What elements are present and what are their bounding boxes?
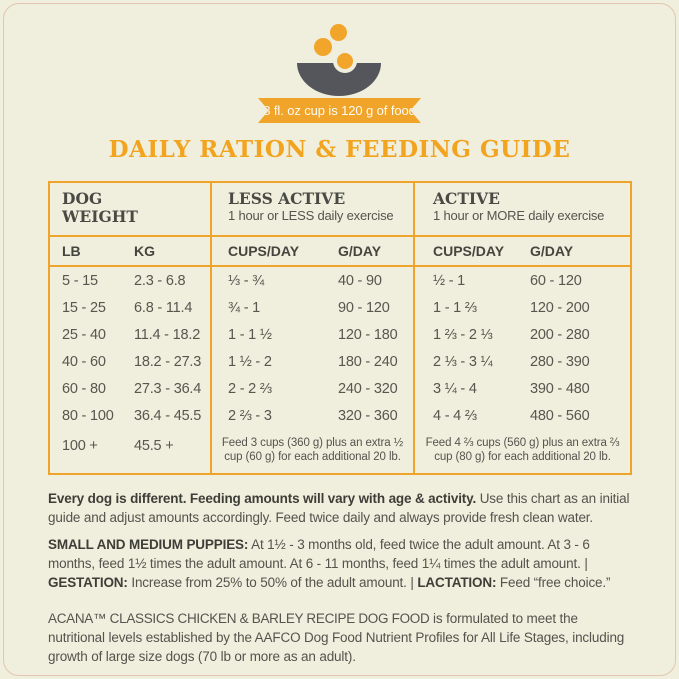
brand-name: ACANA™ CLASSICS CHICKEN & BARLEY RECIPE … xyxy=(48,611,430,626)
active-extra-note: Feed 4 ⅔ cups (560 g) plus an extra ⅔ cu… xyxy=(425,436,620,464)
kibble-dot-icon xyxy=(314,38,332,56)
table-row: 60 - 80 27.3 - 36.4 2 - 2 ⅔ 240 - 320 3 … xyxy=(50,375,630,402)
table-row: 15 - 25 6.8 - 11.4 ¾ - 1 90 - 120 1 - 1 … xyxy=(50,294,630,321)
table-row: 40 - 60 18.2 - 27.3 1 ½ - 2 180 - 240 2 … xyxy=(50,348,630,375)
col-cups-less-active: CUPS/DAY xyxy=(228,243,300,259)
col-lb: LB xyxy=(62,243,81,259)
table-row-over-100lb: 100 + 45.5 + Feed 3 cups (360 g) plus an… xyxy=(50,429,630,473)
page-title: DAILY RATION & FEEDING GUIDE xyxy=(108,136,571,163)
table-header-row: DOG WEIGHT LESS ACTIVE 1 hour or LESS da… xyxy=(50,183,630,237)
feeding-guide-table: DOG WEIGHT LESS ACTIVE 1 hour or LESS da… xyxy=(48,181,632,475)
general-note: Every dog is different. Feeding amounts … xyxy=(48,491,630,525)
header-less-active: LESS ACTIVE 1 hour or LESS daily exercis… xyxy=(212,183,415,235)
feeding-notes: Every dog is different. Feeding amounts … xyxy=(48,489,634,666)
table-row: 80 - 100 36.4 - 45.5 2 ⅔ - 3 320 - 360 4… xyxy=(50,402,630,429)
less-active-extra-note: Feed 3 cups (360 g) plus an extra ½ cup … xyxy=(212,429,415,473)
cup-measure-text: 8 fl. oz cup is 120 g of food xyxy=(263,103,416,118)
header-dog-weight: DOG WEIGHT xyxy=(50,183,212,235)
col-g-less-active: G/DAY xyxy=(338,237,415,265)
table-row: 5 - 15 2.3 - 6.8 ⅓ - ¾ 40 - 90 ½ - 1 60 … xyxy=(50,267,630,294)
col-cups-active: CUPS/DAY xyxy=(433,243,505,259)
table-row: 25 - 40 11.4 - 18.2 1 - 1 ½ 120 - 180 1 … xyxy=(50,321,630,348)
col-kg: KG xyxy=(134,237,212,265)
life-stage-note: SMALL AND MEDIUM PUPPIES: At 1½ - 3 mont… xyxy=(48,537,611,590)
table-subheader-row: LB KG CUPS/DAY G/DAY CUPS/DAY G/DAY xyxy=(50,237,630,267)
kibble-dot-icon xyxy=(330,24,347,41)
cup-measure-ribbon: 8 fl. oz cup is 120 g of food xyxy=(258,98,421,123)
kibble-dot-icon xyxy=(333,49,357,73)
col-g-active: G/DAY xyxy=(530,243,574,259)
header-active: ACTIVE 1 hour or MORE daily exercise xyxy=(433,189,605,224)
aafco-statement: ACANA™ CLASSICS CHICKEN & BARLEY RECIPE … xyxy=(48,611,625,664)
